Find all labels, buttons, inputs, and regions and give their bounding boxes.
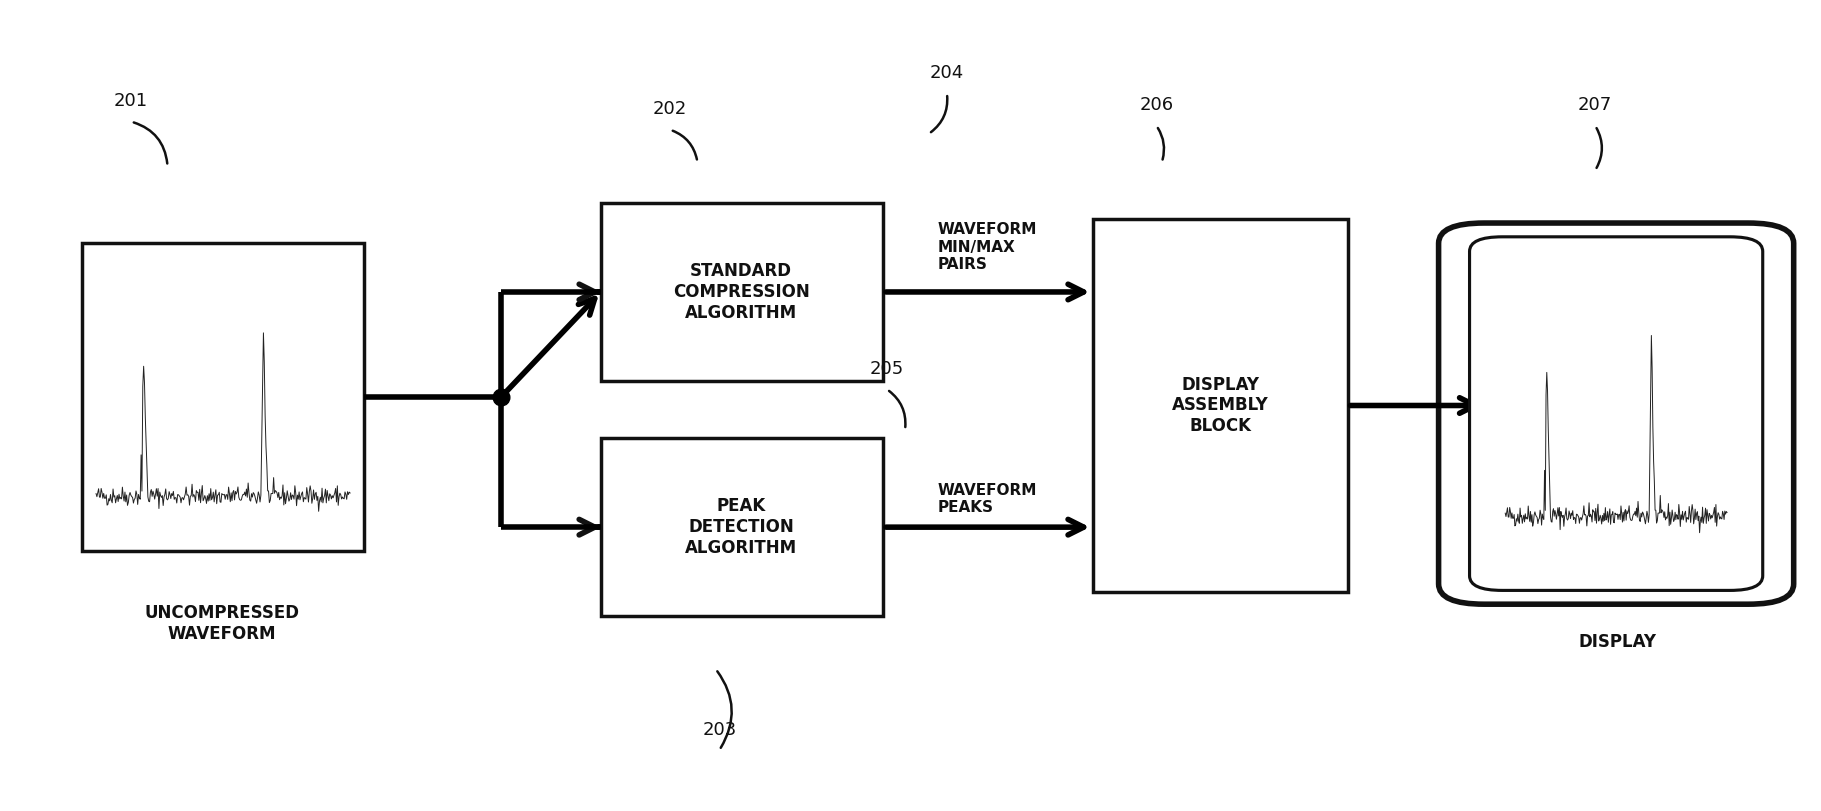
Text: 207: 207: [1579, 97, 1612, 114]
Text: STANDARD
COMPRESSION
ALGORITHM: STANDARD COMPRESSION ALGORITHM: [672, 262, 810, 322]
Bar: [82, 243, 364, 551]
Bar: [601, 438, 883, 616]
Text: 203: 203: [703, 721, 736, 739]
Text: 204: 204: [931, 64, 963, 82]
Text: 205: 205: [870, 360, 903, 378]
FancyBboxPatch shape: [1439, 223, 1794, 604]
Text: WAVEFORM
PEAKS: WAVEFORM PEAKS: [938, 483, 1038, 515]
Text: WAVEFORM
MIN/MAX
PAIRS: WAVEFORM MIN/MAX PAIRS: [938, 222, 1038, 272]
Text: DISPLAY: DISPLAY: [1579, 633, 1655, 650]
FancyBboxPatch shape: [1470, 237, 1763, 590]
Text: UNCOMPRESSED
WAVEFORM: UNCOMPRESSED WAVEFORM: [144, 604, 300, 643]
Bar: [1093, 219, 1348, 592]
Text: 206: 206: [1140, 97, 1173, 114]
Text: 201: 201: [115, 92, 148, 110]
Text: 202: 202: [654, 101, 687, 118]
Text: DISPLAY
ASSEMBLY
BLOCK: DISPLAY ASSEMBLY BLOCK: [1171, 375, 1269, 436]
Text: PEAK
DETECTION
ALGORITHM: PEAK DETECTION ALGORITHM: [685, 497, 798, 557]
Bar: [601, 203, 883, 381]
